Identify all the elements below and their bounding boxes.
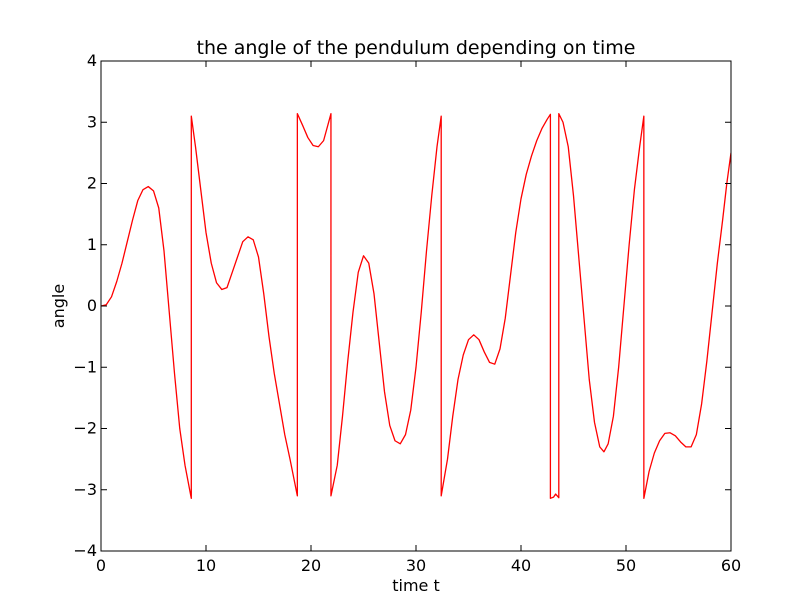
- series-line-0: [101, 113, 731, 499]
- y-tick-label: −3: [73, 480, 97, 499]
- y-axis-title: angle: [49, 284, 68, 328]
- y-tick-label: −1: [73, 357, 97, 376]
- y-axis-ticks: −4 −3 −2 −1 0 1 2 3 4: [73, 51, 731, 560]
- x-tick-label: 0: [96, 556, 106, 575]
- x-tick-label: 60: [721, 556, 741, 575]
- y-tick-label: 3: [87, 112, 97, 131]
- x-tick-label: 30: [406, 556, 426, 575]
- y-tick-label: 2: [87, 174, 97, 193]
- y-tick-label: 4: [87, 51, 97, 70]
- x-tick-label: 20: [301, 556, 321, 575]
- x-tick-label: 50: [616, 556, 636, 575]
- y-tick-label: −2: [73, 419, 97, 438]
- y-tick-label: 0: [87, 296, 97, 315]
- x-axis-title: time t: [392, 576, 440, 595]
- chart-title: the angle of the pendulum depending on t…: [197, 37, 636, 59]
- x-axis-ticks: 0 10 20 30 40 50 60: [96, 61, 741, 575]
- y-tick-label: 1: [87, 235, 97, 254]
- x-tick-label: 10: [196, 556, 216, 575]
- y-tick-label: −4: [73, 541, 97, 560]
- x-tick-label: 40: [511, 556, 531, 575]
